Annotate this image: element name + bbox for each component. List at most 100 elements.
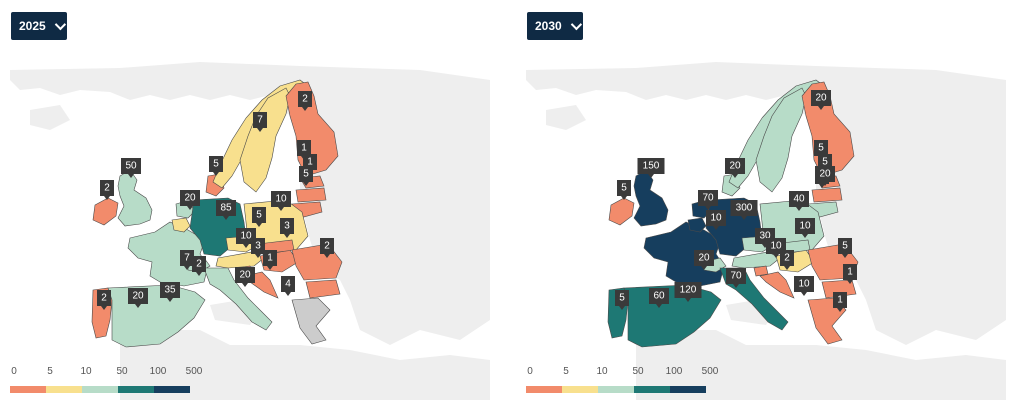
value-marker[interactable]: 20 (815, 166, 835, 186)
country-uk[interactable] (633, 169, 669, 227)
pin-marker-icon (615, 290, 629, 310)
marker-value: 5 (621, 183, 627, 194)
marker-value: 50 (125, 161, 137, 172)
pin-marker-icon (674, 282, 702, 302)
value-marker[interactable]: 10 (794, 276, 814, 296)
country-spain[interactable] (623, 284, 722, 348)
value-marker[interactable]: 2 (100, 180, 114, 200)
legend-swatch (118, 386, 154, 393)
country-italy[interactable] (203, 267, 273, 331)
country-bulgaria[interactable] (305, 279, 341, 299)
country-ireland[interactable] (92, 197, 119, 226)
value-marker[interactable]: 3 (251, 238, 265, 258)
landmass-shape (300, 120, 490, 345)
value-marker[interactable]: 300 (730, 200, 758, 220)
pin-marker-icon (617, 180, 631, 200)
marker-value: 2 (101, 293, 107, 304)
country-ireland[interactable] (608, 197, 635, 226)
country-belgium[interactable] (171, 217, 191, 233)
pin-marker-icon (253, 112, 267, 132)
value-marker[interactable]: 20 (235, 267, 255, 287)
value-marker[interactable]: 5 (617, 180, 631, 200)
value-marker[interactable]: 2 (320, 238, 334, 258)
value-marker[interactable]: 20 (811, 90, 831, 110)
value-marker[interactable]: 20 (694, 250, 714, 270)
value-marker[interactable]: 5 (838, 238, 852, 258)
europe-map: 1505207010300205152040103010251207010112… (526, 62, 1006, 400)
legend-tick: 500 (701, 366, 719, 377)
legend-swatch (10, 386, 46, 393)
marker-value: 1 (837, 295, 843, 306)
legend-color-bar (526, 386, 706, 393)
value-marker[interactable]: 10 (706, 210, 726, 230)
value-marker[interactable]: 3 (280, 218, 294, 238)
country-bulgaria[interactable] (821, 279, 857, 299)
pin-marker-icon (128, 288, 148, 308)
pin-marker-icon (100, 180, 114, 200)
pin-marker-icon (209, 156, 223, 176)
country-latvia[interactable] (811, 187, 843, 203)
value-marker[interactable]: 20 (725, 158, 745, 178)
pin-marker-icon (833, 292, 847, 312)
value-marker[interactable]: 7 (253, 112, 267, 132)
value-marker[interactable]: 150 (637, 158, 665, 178)
value-marker[interactable]: 120 (674, 282, 702, 302)
country-austria[interactable] (731, 251, 781, 269)
country-sweden[interactable] (239, 87, 291, 193)
legend-tick: 5 (47, 366, 53, 377)
value-marker[interactable]: 1 (263, 250, 277, 270)
value-marker[interactable]: 4 (281, 276, 295, 296)
marker-value: 7 (184, 253, 190, 264)
value-marker[interactable]: 7 (180, 250, 194, 270)
value-marker[interactable]: 2 (192, 256, 206, 276)
country-belgium[interactable] (687, 217, 707, 233)
pin-marker-icon (794, 276, 814, 296)
pin-marker-icon (649, 288, 669, 308)
country-croatia[interactable] (759, 271, 795, 299)
value-marker[interactable]: 5 (615, 290, 629, 310)
value-marker[interactable]: 40 (789, 191, 809, 211)
year-dropdown[interactable]: 2025 (11, 12, 67, 40)
marker-value: 5 (822, 157, 828, 168)
country-uk[interactable] (117, 169, 153, 227)
legend-swatch (562, 386, 598, 393)
country-latvia[interactable] (295, 187, 327, 203)
value-marker[interactable]: 1 (843, 264, 857, 284)
chevron-down-icon (54, 18, 66, 31)
pin-marker-icon (795, 218, 815, 238)
country-greece[interactable] (291, 297, 331, 345)
legend-tick: 50 (116, 366, 128, 377)
pin-marker-icon (789, 191, 809, 211)
legend-tick: 100 (149, 366, 167, 377)
value-marker[interactable]: 20 (128, 288, 148, 308)
value-marker[interactable]: 70 (726, 268, 746, 288)
value-marker[interactable]: 35 (160, 282, 180, 302)
marker-value: 5 (303, 169, 309, 180)
value-marker[interactable]: 60 (649, 288, 669, 308)
marker-value: 1 (307, 157, 313, 168)
value-marker[interactable]: 5 (252, 207, 266, 227)
value-marker[interactable]: 5 (209, 156, 223, 176)
value-marker[interactable]: 70 (698, 190, 718, 210)
value-marker[interactable]: 2 (97, 290, 111, 310)
background-landmass (10, 62, 490, 400)
value-marker[interactable]: 2 (298, 91, 312, 111)
value-marker[interactable]: 1 (833, 292, 847, 312)
value-marker[interactable]: 10 (271, 191, 291, 211)
marker-value: 2 (302, 94, 308, 105)
value-marker[interactable]: 50 (121, 158, 141, 178)
pin-marker-icon (706, 210, 726, 230)
value-marker[interactable]: 20 (180, 190, 200, 210)
marker-value: 5 (256, 210, 262, 221)
pin-marker-icon (235, 267, 255, 287)
legend-swatch (526, 386, 562, 393)
value-marker[interactable]: 2 (780, 250, 794, 270)
landmass-shape (120, 330, 490, 400)
country-sweden[interactable] (755, 87, 807, 193)
value-marker[interactable]: 85 (216, 200, 236, 220)
marker-value: 1 (847, 267, 853, 278)
value-marker[interactable]: 5 (299, 166, 313, 186)
year-dropdown[interactable]: 2030 (527, 12, 583, 40)
year-dropdown-label: 2030 (535, 19, 562, 33)
value-marker[interactable]: 10 (795, 218, 815, 238)
